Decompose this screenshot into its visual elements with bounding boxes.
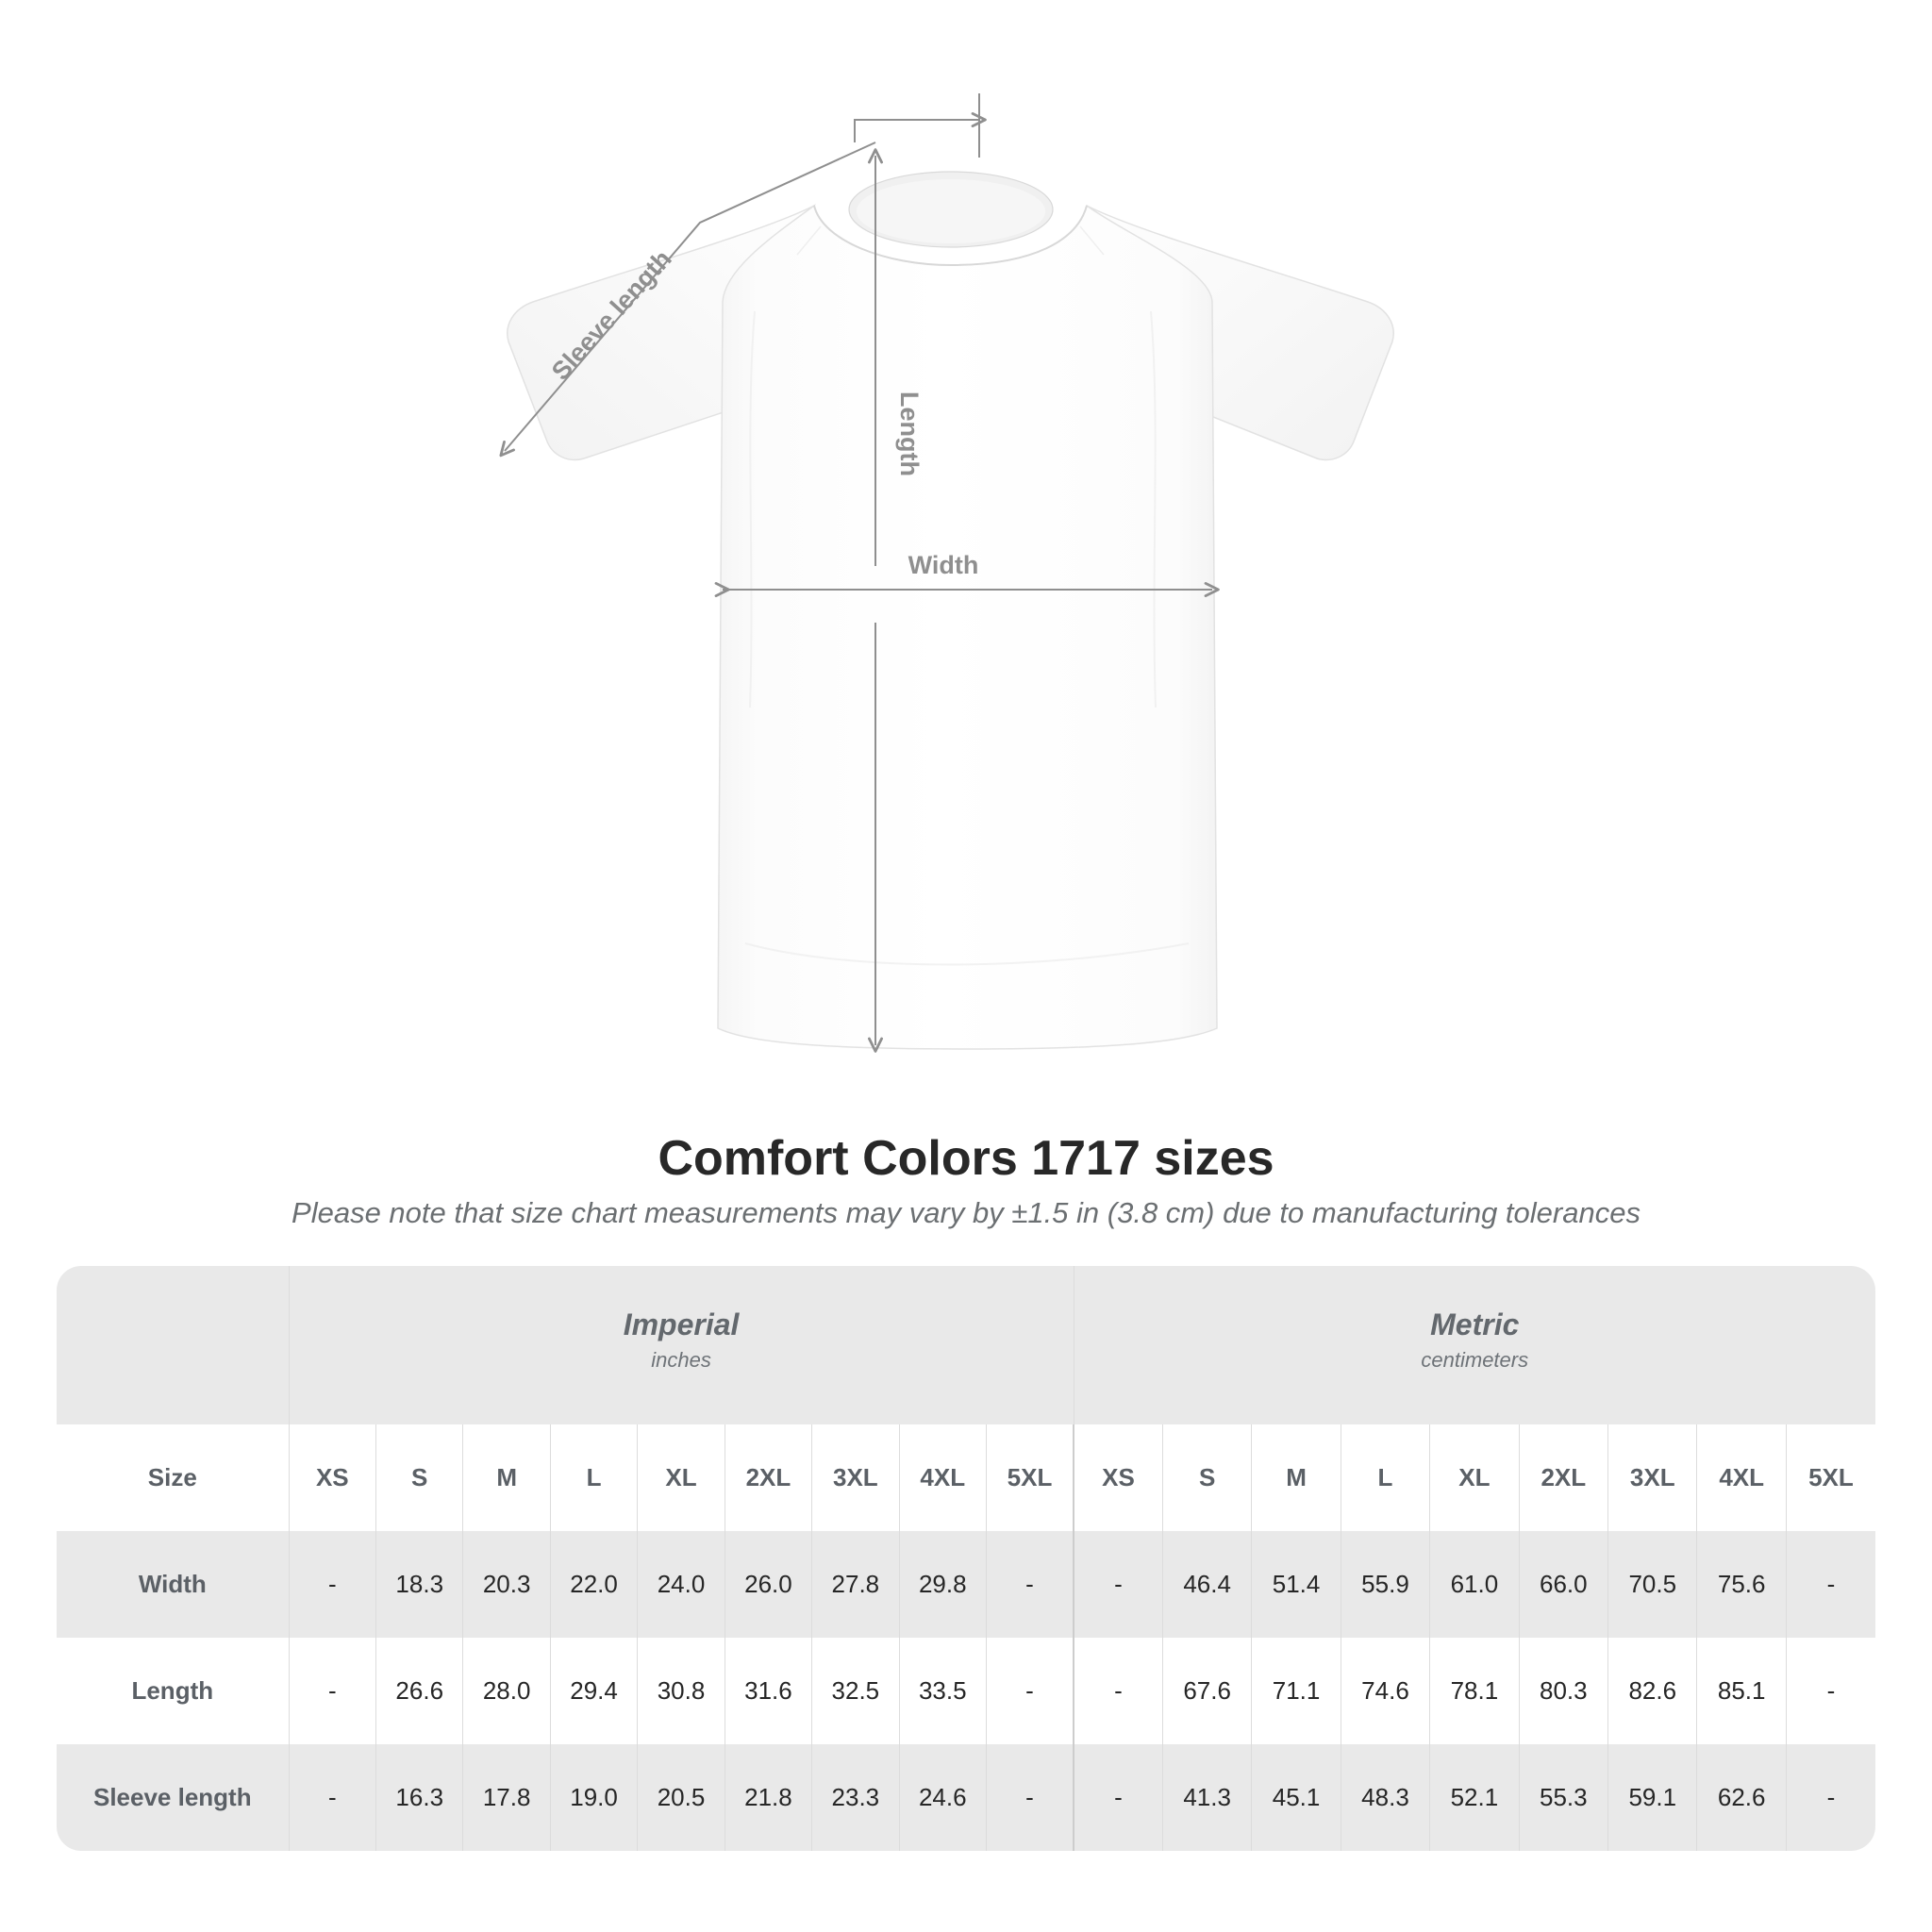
svg-text:Sleeve length: Sleeve length [546,244,677,385]
svg-text:Width: Width [908,551,979,579]
svg-text:Length: Length [895,391,924,476]
